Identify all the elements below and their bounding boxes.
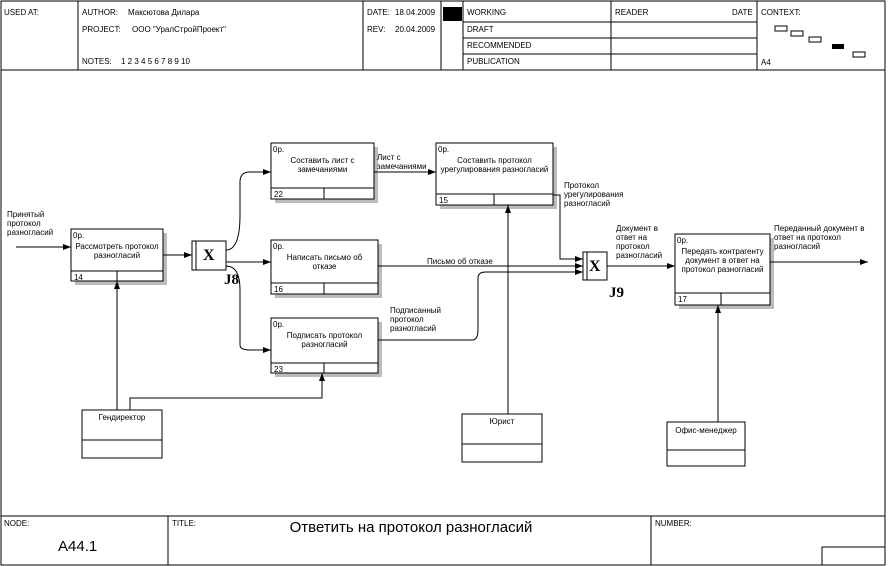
activity-number: 16 [274,285,283,294]
header-value: ООО "УралСтройПроект" [132,25,227,34]
header-label: PROJECT: [82,25,121,34]
activity-label: Составить лист с замечаниями [290,156,355,174]
activity-number: 17 [678,295,687,304]
resource-label: Юрист [489,417,515,426]
activity-number: 22 [274,190,283,199]
header-label: REV: [367,25,386,34]
footer-label: NUMBER: [655,519,692,528]
header-label: AUTHOR: [82,8,118,17]
junction-symbol: X [203,247,215,264]
footer-label: NODE: [4,519,30,528]
activity-label: Рассмотреть протокол разногласий [75,242,159,260]
header-label: DATE: [367,8,390,17]
activity-label: Составить протокол урегулирования разног… [440,156,549,174]
arrow-label: Протокол урегулирования разногласий [564,181,624,208]
status-label: RECOMMENDED [467,41,532,50]
arrow-label: Принятый протокол разногласий [7,210,54,237]
header-label: DATE [732,8,753,17]
junction-label: J8 [224,272,239,288]
footer-value: Ответить на протокол разногласий [289,519,533,536]
header-label: NOTES: [82,57,112,66]
activity-number: 15 [439,196,448,205]
header-label: USED AT: [4,8,39,17]
status-label: DRAFT [467,25,494,34]
header-value: 1 2 3 4 5 6 7 8 9 10 [121,57,190,66]
arrow-label: Лист с замечаниями [377,153,427,171]
activity-number: 14 [74,273,83,282]
arrow-label: Письмо об отказе [427,257,493,266]
resource-label: Офис-менеджер [675,426,737,435]
activity-ref: 0р. [73,231,85,240]
activity-label: Подписать протокол разногласий [286,331,363,349]
status-label: PUBLICATION [467,57,520,66]
activity-ref: 0р. [677,236,689,245]
status-label: WORKING [467,8,507,17]
arrow-label: Подписанный протокол разногласий [390,306,441,333]
junction-label: J9 [609,285,624,301]
junction-symbol: X [589,258,601,275]
activity-ref: 0р. [273,145,285,154]
header-label: CONTEXT: [761,8,801,17]
header-label: A4 [761,58,771,67]
footer-value: A44.1 [58,538,98,555]
resource-label: Гендиректор [98,413,146,422]
activity-ref: 0р. [273,242,285,251]
activity-label: Написать письмо об отказе [286,253,363,271]
header-value: 20.04.2009 [395,25,436,34]
arrow-label: Документ в ответ на протокол разногласий [616,224,663,260]
activity-label: Передать контрагенту документ в ответ на… [681,247,764,274]
arrow-label: Переданный документ в ответ на протокол … [774,224,865,251]
header-value: Максютова Дилара [128,8,200,17]
footer-label: TITLE: [172,519,197,528]
activity-ref: 0р. [438,145,450,154]
activity-ref: 0р. [273,320,285,329]
header-label: READER [615,8,649,17]
activity-number: 23 [274,365,283,374]
header-value: 18.04.2009 [395,8,436,17]
